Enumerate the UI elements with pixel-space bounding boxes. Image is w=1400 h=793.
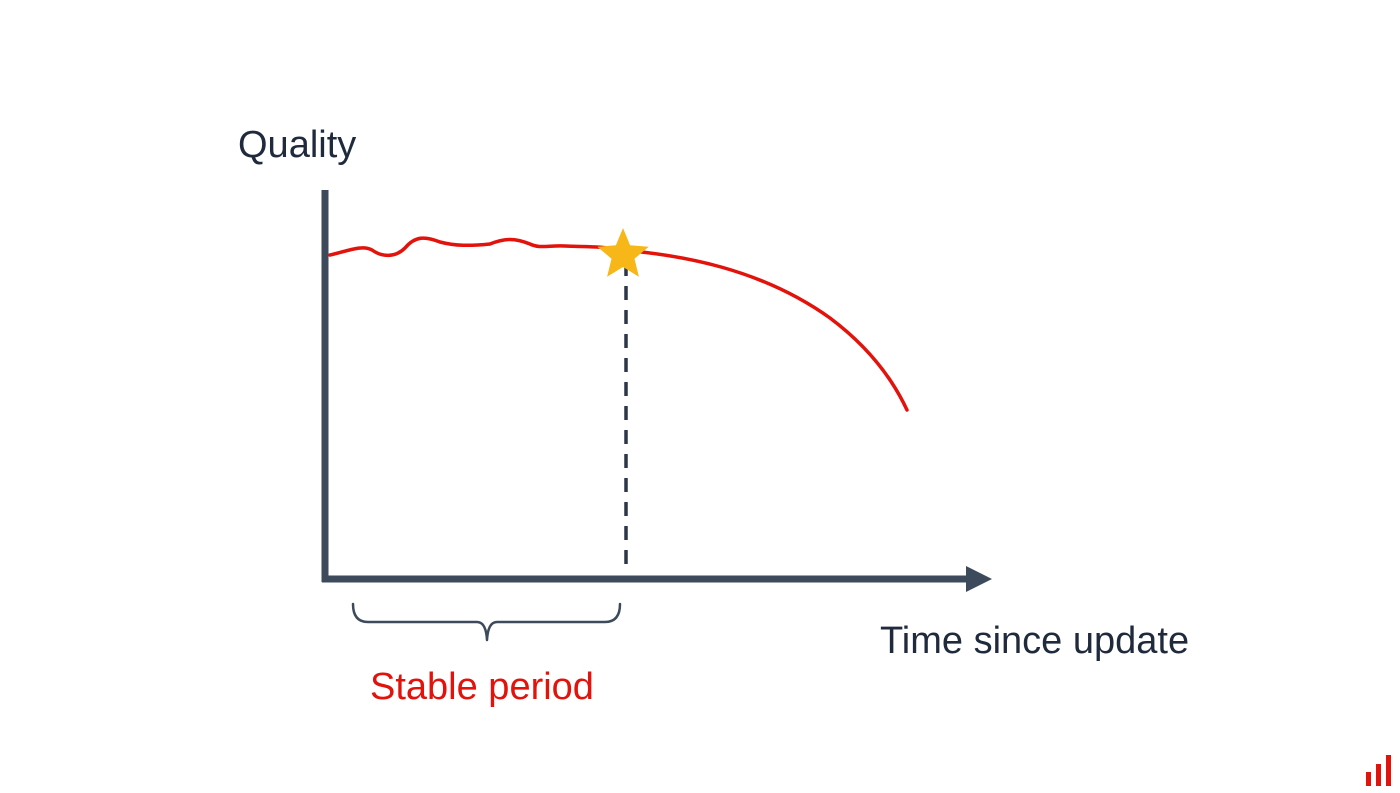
quality-curve (328, 236, 909, 412)
x-axis-arrowhead-icon (966, 566, 992, 592)
star-icon (597, 228, 649, 277)
x-axis-label: Time since update (880, 620, 1190, 662)
y-axis-label: Quality (238, 124, 357, 166)
bar-chart-logo-icon (1366, 755, 1391, 786)
stable-period-brace (351, 602, 622, 642)
stable-period-label: Stable period (370, 666, 594, 708)
